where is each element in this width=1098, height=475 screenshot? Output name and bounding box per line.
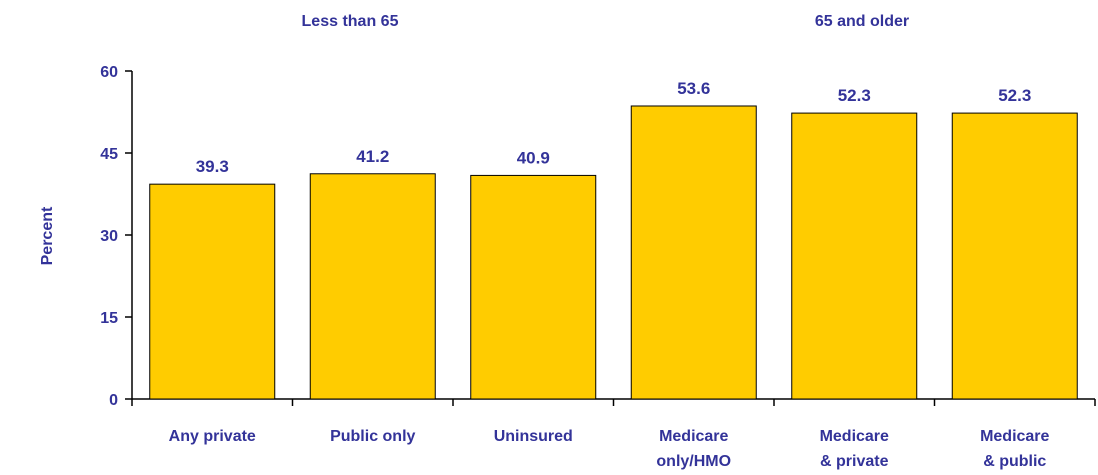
labels: 39.3 Any private 41.2 Public only 40.9 Uninsu… [169,79,1050,470]
x-category-label: Public only [330,428,415,445]
y-tick-label: 60 [100,64,118,81]
x-category-label: Medicare [980,428,1049,445]
bars [150,106,1078,399]
y-tick-label: 15 [100,310,118,327]
y-axis-title: Percent [39,206,56,265]
bar-value-label: 52.3 [998,86,1031,105]
group-label-65-and-older: 65 and older [815,13,909,30]
bar [792,113,917,399]
bar-value-label: 40.9 [517,148,550,167]
bar [952,113,1077,399]
x-category-label: Medicare [659,428,728,445]
bar [310,174,435,399]
bar-value-label: 52.3 [838,86,871,105]
x-category-label: only/HMO [656,453,731,470]
x-category-label: Uninsured [494,428,573,445]
y-tick-label: 45 [100,146,118,163]
x-category-label: Any private [169,428,256,445]
group-label-less-than-65: Less than 65 [302,13,399,30]
bar [150,184,275,399]
bar-value-label: 53.6 [677,79,710,98]
bar [471,175,596,399]
x-category-label: & private [820,453,889,470]
x-category-label: Medicare [820,428,889,445]
x-category-label: & public [983,453,1046,470]
bar-value-label: 39.3 [196,157,229,176]
bar-value-label: 41.2 [356,147,389,166]
y-tick-label: 30 [100,228,118,245]
bar [631,106,756,399]
y-tick-label: 0 [109,392,118,409]
